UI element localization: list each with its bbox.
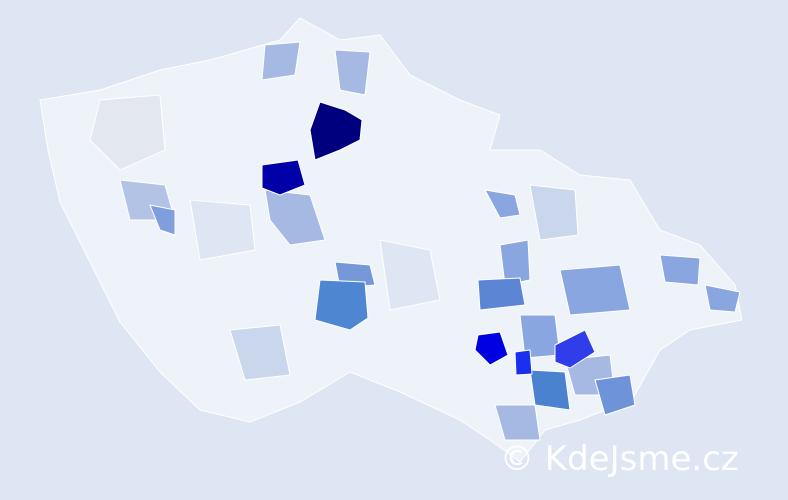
- district: [529, 369, 571, 411]
- district: [474, 331, 509, 366]
- district: [229, 324, 291, 381]
- district: [529, 184, 579, 241]
- district: [594, 374, 636, 416]
- district: [89, 94, 166, 171]
- districts: [89, 41, 741, 441]
- district: [514, 349, 533, 376]
- district: [379, 239, 441, 311]
- district: [314, 279, 369, 331]
- district: [261, 159, 306, 196]
- district: [484, 189, 521, 219]
- district: [334, 49, 371, 96]
- district: [309, 101, 363, 161]
- district: [704, 284, 741, 313]
- district: [494, 404, 541, 441]
- district: [499, 239, 531, 286]
- district: [264, 189, 326, 246]
- watermark: © KdeJsme.cz: [500, 439, 739, 479]
- district: [261, 41, 301, 81]
- district: [659, 254, 701, 286]
- district: [554, 329, 596, 369]
- district: [189, 199, 256, 261]
- district: [559, 264, 631, 316]
- district: [149, 204, 176, 236]
- district: [477, 277, 526, 311]
